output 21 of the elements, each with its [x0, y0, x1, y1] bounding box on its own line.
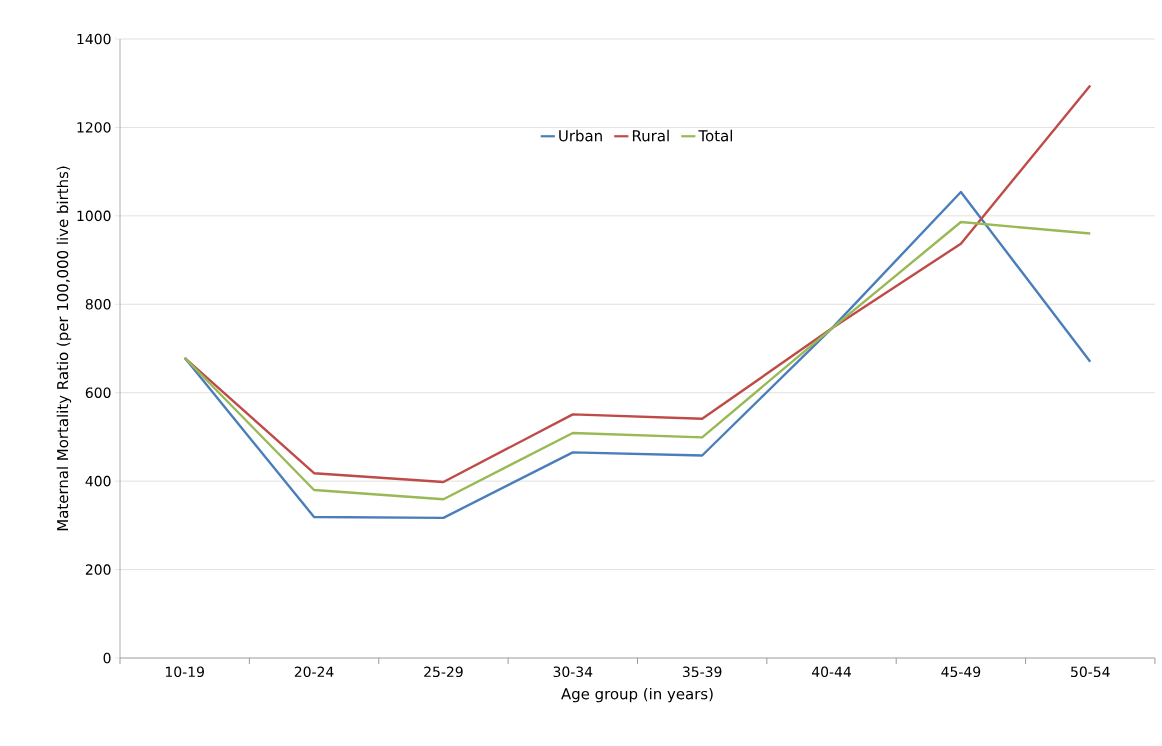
y-tick-label: 1200: [77, 122, 111, 133]
legend-label: Total: [698, 129, 732, 142]
y-tick-label: 200: [85, 564, 111, 575]
x-tick-label: 20-24: [294, 666, 334, 678]
legend-label: Urban: [559, 129, 602, 142]
x-tick-label: 45-49: [941, 666, 981, 678]
y-tick-label: 800: [85, 299, 111, 310]
y-axis-title: Maternal Mortality Ratio (per 100,000 live births): [56, 166, 72, 531]
y-tick-label: 1400: [77, 33, 111, 45]
x-tick-label: 10-19: [165, 666, 204, 678]
x-tick-label: 25-29: [424, 666, 463, 678]
x-tick-label: 50-54: [1071, 666, 1110, 678]
y-tick-label: 1000: [77, 210, 111, 222]
y-tick-label: 600: [85, 387, 111, 398]
x-axis-title: Age group (in years): [561, 687, 713, 703]
legend-label: Rural: [632, 129, 669, 142]
x-tick-label: 40-44: [811, 666, 851, 678]
y-tick-label: 0: [103, 652, 111, 664]
x-tick-label: 35-39: [682, 666, 722, 678]
x-tick-label: 30-34: [553, 666, 593, 678]
y-tick-label: 400: [85, 475, 111, 487]
